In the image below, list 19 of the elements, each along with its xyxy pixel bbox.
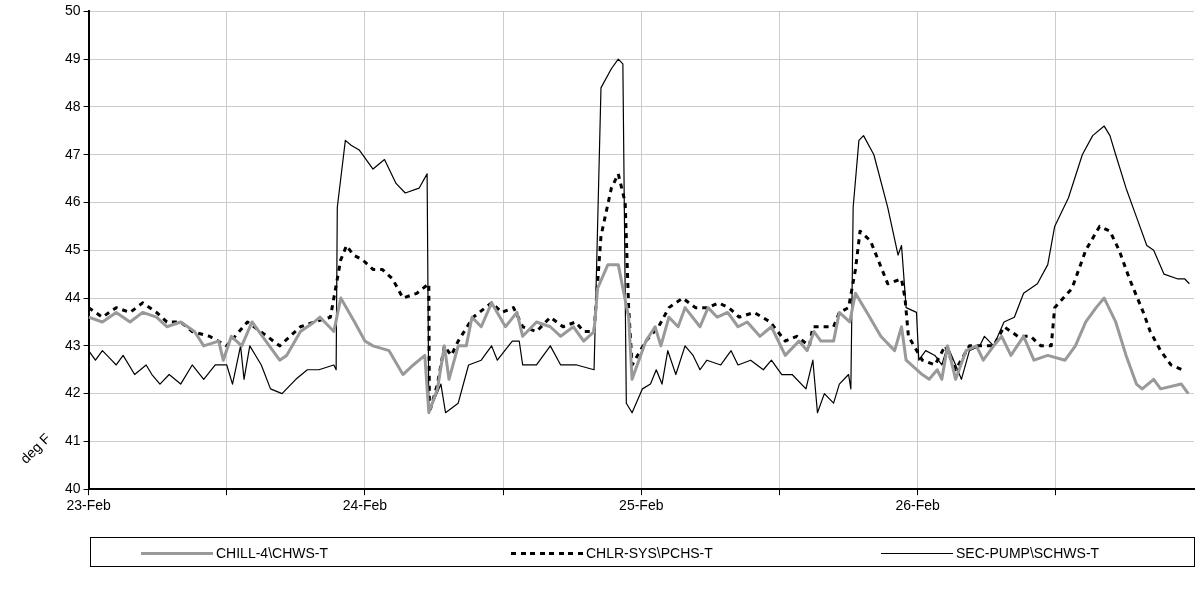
legend-label: SEC-PUMP\SCHWS-T: [956, 545, 1100, 562]
x-tick-label: 26-Feb: [895, 497, 941, 514]
legend-label: CHILL-4\CHWS-T: [216, 545, 329, 562]
y-tick-label: 49: [64, 50, 81, 67]
y-tick-label: 50: [64, 2, 81, 19]
y-tick-label: 48: [64, 97, 81, 114]
y-tick-label: 43: [64, 336, 81, 353]
y-tick-label: 44: [64, 288, 81, 305]
y-tick-label: 40: [64, 480, 81, 497]
y-tick-label: 46: [64, 193, 81, 210]
x-tick-label: 23-Feb: [66, 497, 111, 514]
y-tick-label: 45: [64, 241, 81, 258]
y-tick-label: 47: [64, 145, 81, 162]
y-axis-title: deg F: [16, 430, 54, 467]
legend-label: CHLR-SYS\PCHS-T: [586, 545, 713, 562]
x-tick-label: 24-Feb: [342, 497, 388, 514]
x-tick-label: 25-Feb: [619, 497, 664, 514]
y-tick-label: 42: [64, 384, 81, 401]
y-tick-label: 41: [64, 432, 81, 449]
